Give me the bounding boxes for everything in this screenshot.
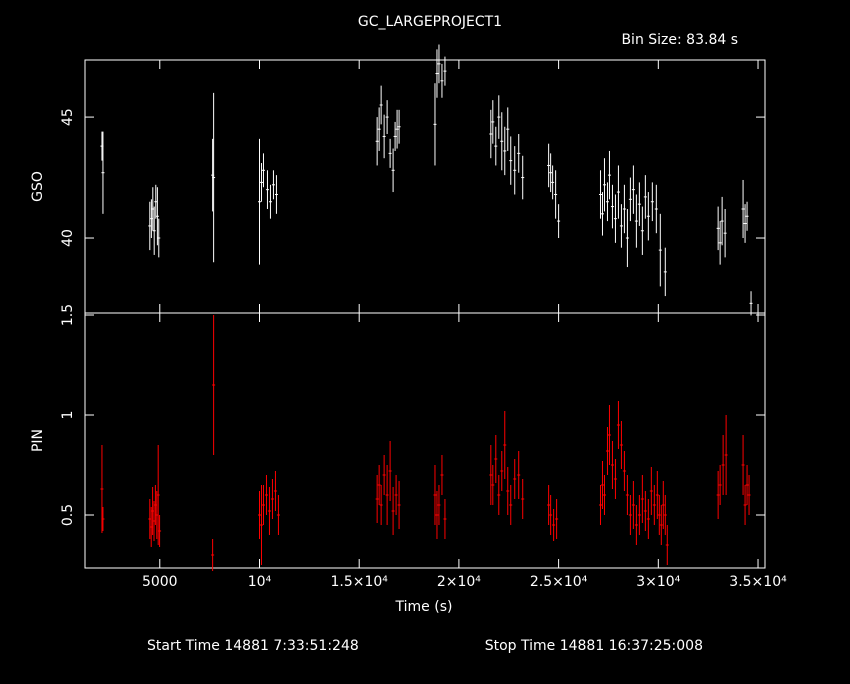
- stop-time: Stop Time 14881 16:37:25:008: [485, 638, 703, 654]
- y-tick-label: 1: [60, 411, 76, 420]
- y-axis-label: GSO: [30, 171, 46, 202]
- bin-size: Bin Size: 83.84 s: [621, 32, 738, 48]
- x-tick-label: 2×10⁴: [437, 574, 481, 590]
- x-axis-label: Time (s): [395, 599, 453, 615]
- x-tick-label: 1.5×10⁴: [330, 574, 388, 590]
- start-time: Start Time 14881 7:33:51:248: [147, 638, 359, 654]
- panel-frame: [84, 59, 766, 314]
- y-tick-label: 1.5: [60, 304, 76, 326]
- x-tick-label: 5000: [142, 574, 178, 590]
- y-axis-label: PIN: [30, 429, 46, 452]
- x-tick-label: 10⁴: [248, 574, 272, 590]
- y-tick-label: 40: [60, 229, 76, 247]
- x-tick-label: 3×10⁴: [636, 574, 680, 590]
- x-tick-label: 2.5×10⁴: [530, 574, 588, 590]
- y-tick-label: 0.5: [60, 504, 76, 526]
- panel-frame: [84, 312, 766, 569]
- chart-title: GC_LARGEPROJECT1: [358, 14, 502, 30]
- x-tick-label: 3.5×10⁴: [729, 574, 787, 590]
- y-tick-label: 45: [60, 108, 76, 126]
